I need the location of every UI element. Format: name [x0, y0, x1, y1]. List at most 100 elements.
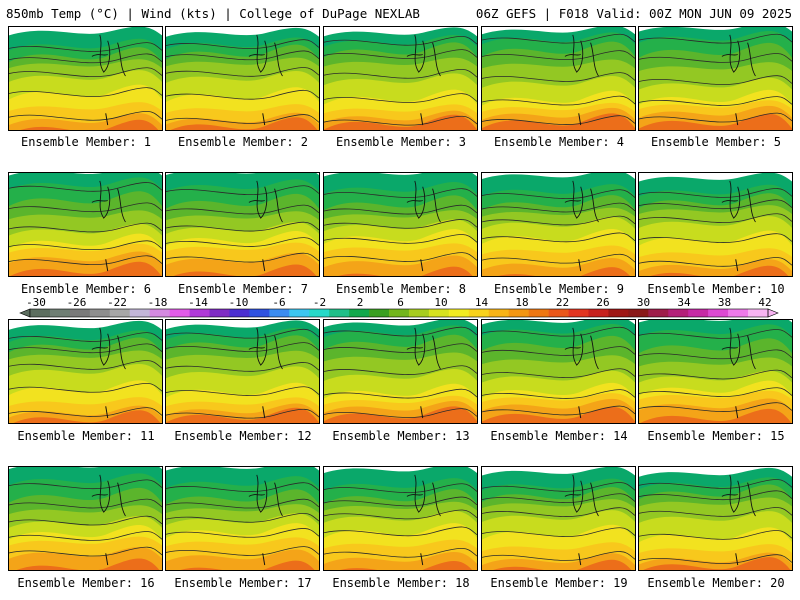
colorbar-tick-label: -14	[188, 296, 208, 309]
ensemble-member-label: Ensemble Member: 3	[335, 135, 467, 149]
colorbar-tick-label: 18	[515, 296, 529, 309]
colorbar-segment	[149, 309, 170, 317]
ensemble-member-label: Ensemble Member: 11	[17, 429, 155, 443]
colorbar-frame	[29, 308, 769, 318]
ensemble-member-map	[481, 319, 636, 424]
colorbar-segment	[369, 309, 390, 317]
colorbar-tick-label: 2	[356, 296, 364, 309]
colorbar-tick-label: -26	[66, 296, 87, 309]
colorbar-segment	[668, 309, 689, 317]
colorbar-segment	[269, 309, 290, 317]
colorbar-segment	[229, 309, 250, 317]
temperature-field	[166, 173, 319, 276]
colorbar-segment	[408, 309, 430, 317]
colorbar-segment	[49, 309, 71, 317]
ensemble-member-map	[481, 26, 636, 131]
temperature-field	[324, 467, 477, 570]
ensemble-member-map	[481, 466, 636, 571]
temperature-field	[639, 467, 792, 570]
colorbar-segment	[568, 309, 589, 317]
colorbar-segment	[30, 309, 51, 317]
temperature-field	[639, 173, 792, 276]
colorbar-segment	[528, 309, 549, 317]
temperature-field	[324, 173, 477, 276]
ensemble-member-map	[638, 319, 793, 424]
ensemble-member-label: Ensemble Member: 16	[17, 576, 155, 590]
ensemble-member-map	[638, 26, 793, 131]
temperature-colorbar: -30 -26 -22 -18 -14 -10 -6 -2 2 6 10 14 18 22 26 30 34 38…	[0, 296, 800, 322]
colorbar-tick-label: 22	[555, 296, 570, 309]
colorbar-segment	[129, 309, 150, 317]
colorbar-segment	[389, 309, 410, 317]
ensemble-member-label: Ensemble Member: 4	[493, 135, 625, 149]
ensemble-member-label: Ensemble Member: 2	[177, 135, 309, 149]
colorbar-tick-label: -2	[312, 296, 327, 309]
ensemble-member-map	[165, 26, 320, 131]
colorbar-tick-label: 38	[717, 296, 732, 309]
temperature-field	[166, 320, 319, 423]
temperature-field	[639, 27, 792, 130]
map-title: 850mb Temp (°C) | Wind (kts) | College o…	[6, 6, 420, 21]
ensemble-member-map	[165, 172, 320, 277]
colorbar-segment	[169, 309, 190, 317]
temperature-field	[166, 27, 319, 130]
colorbar-segment	[428, 309, 450, 317]
ensemble-member-map	[481, 172, 636, 277]
temperature-field	[9, 173, 162, 276]
colorbar-segment	[508, 309, 529, 317]
ensemble-member-label: Ensemble Member: 17	[174, 576, 312, 590]
colorbar-segment	[329, 309, 350, 317]
ensemble-member-map	[8, 466, 163, 571]
colorbar-segment	[588, 309, 609, 317]
ensemble-member-label: Ensemble Member: 18	[332, 576, 470, 590]
temperature-field	[482, 27, 635, 130]
colorbar-tick-label: -6	[272, 296, 286, 309]
ensemble-member-label: Ensemble Member: 5	[650, 135, 782, 149]
ensemble-member-label: Ensemble Member: 10	[647, 282, 785, 296]
temperature-field	[639, 320, 792, 423]
colorbar-tick-label: 10	[434, 296, 448, 309]
ensemble-member-map	[323, 26, 478, 131]
colorbar-segment	[69, 309, 91, 317]
ensemble-member-map	[323, 172, 478, 277]
colorbar-segment	[608, 309, 629, 317]
colorbar-segment	[708, 309, 729, 317]
colorbar-segment	[209, 309, 230, 317]
temperature-field	[482, 467, 635, 570]
colorbar-right-arrow	[767, 308, 779, 318]
colorbar-tick-label: 6	[397, 296, 404, 309]
temperature-field	[9, 320, 162, 423]
ensemble-member-map	[8, 172, 163, 277]
colorbar-segment	[189, 309, 210, 317]
colorbar-tick-label: -10	[228, 296, 249, 309]
temperature-field	[9, 27, 162, 130]
colorbar-segment	[349, 309, 370, 317]
ensemble-member-label: Ensemble Member: 6	[20, 282, 152, 296]
ensemble-member-map	[638, 466, 793, 571]
colorbar-segment	[488, 309, 510, 317]
colorbar-segment	[748, 309, 769, 317]
colorbar-segment	[289, 309, 310, 317]
colorbar-tick-label: 42	[758, 296, 772, 309]
ensemble-member-map	[165, 319, 320, 424]
ensemble-member-label: Ensemble Member: 13	[332, 429, 470, 443]
colorbar-scale	[19, 308, 779, 318]
colorbar-segment	[628, 309, 649, 317]
ensemble-member-label: Ensemble Member: 7	[177, 282, 309, 296]
colorbar-tick-label: 34	[677, 296, 691, 309]
colorbar-segment	[109, 309, 131, 317]
ensemble-member-map	[323, 319, 478, 424]
colorbar-segment	[688, 309, 709, 317]
colorbar-segment	[249, 309, 270, 317]
colorbar-tick-label: -18	[147, 296, 168, 309]
temperature-field	[324, 27, 477, 130]
ensemble-member-label: Ensemble Member: 9	[493, 282, 625, 296]
ensemble-member-map	[8, 319, 163, 424]
ensemble-member-label: Ensemble Member: 15	[647, 429, 785, 443]
colorbar-tick-label: -30	[26, 296, 46, 309]
temperature-field	[482, 320, 635, 423]
colorbar-segment	[448, 309, 470, 317]
ensemble-member-label: Ensemble Member: 14	[490, 429, 628, 443]
colorbar-tick-label: 30	[636, 296, 651, 309]
ensemble-member-map	[165, 466, 320, 571]
